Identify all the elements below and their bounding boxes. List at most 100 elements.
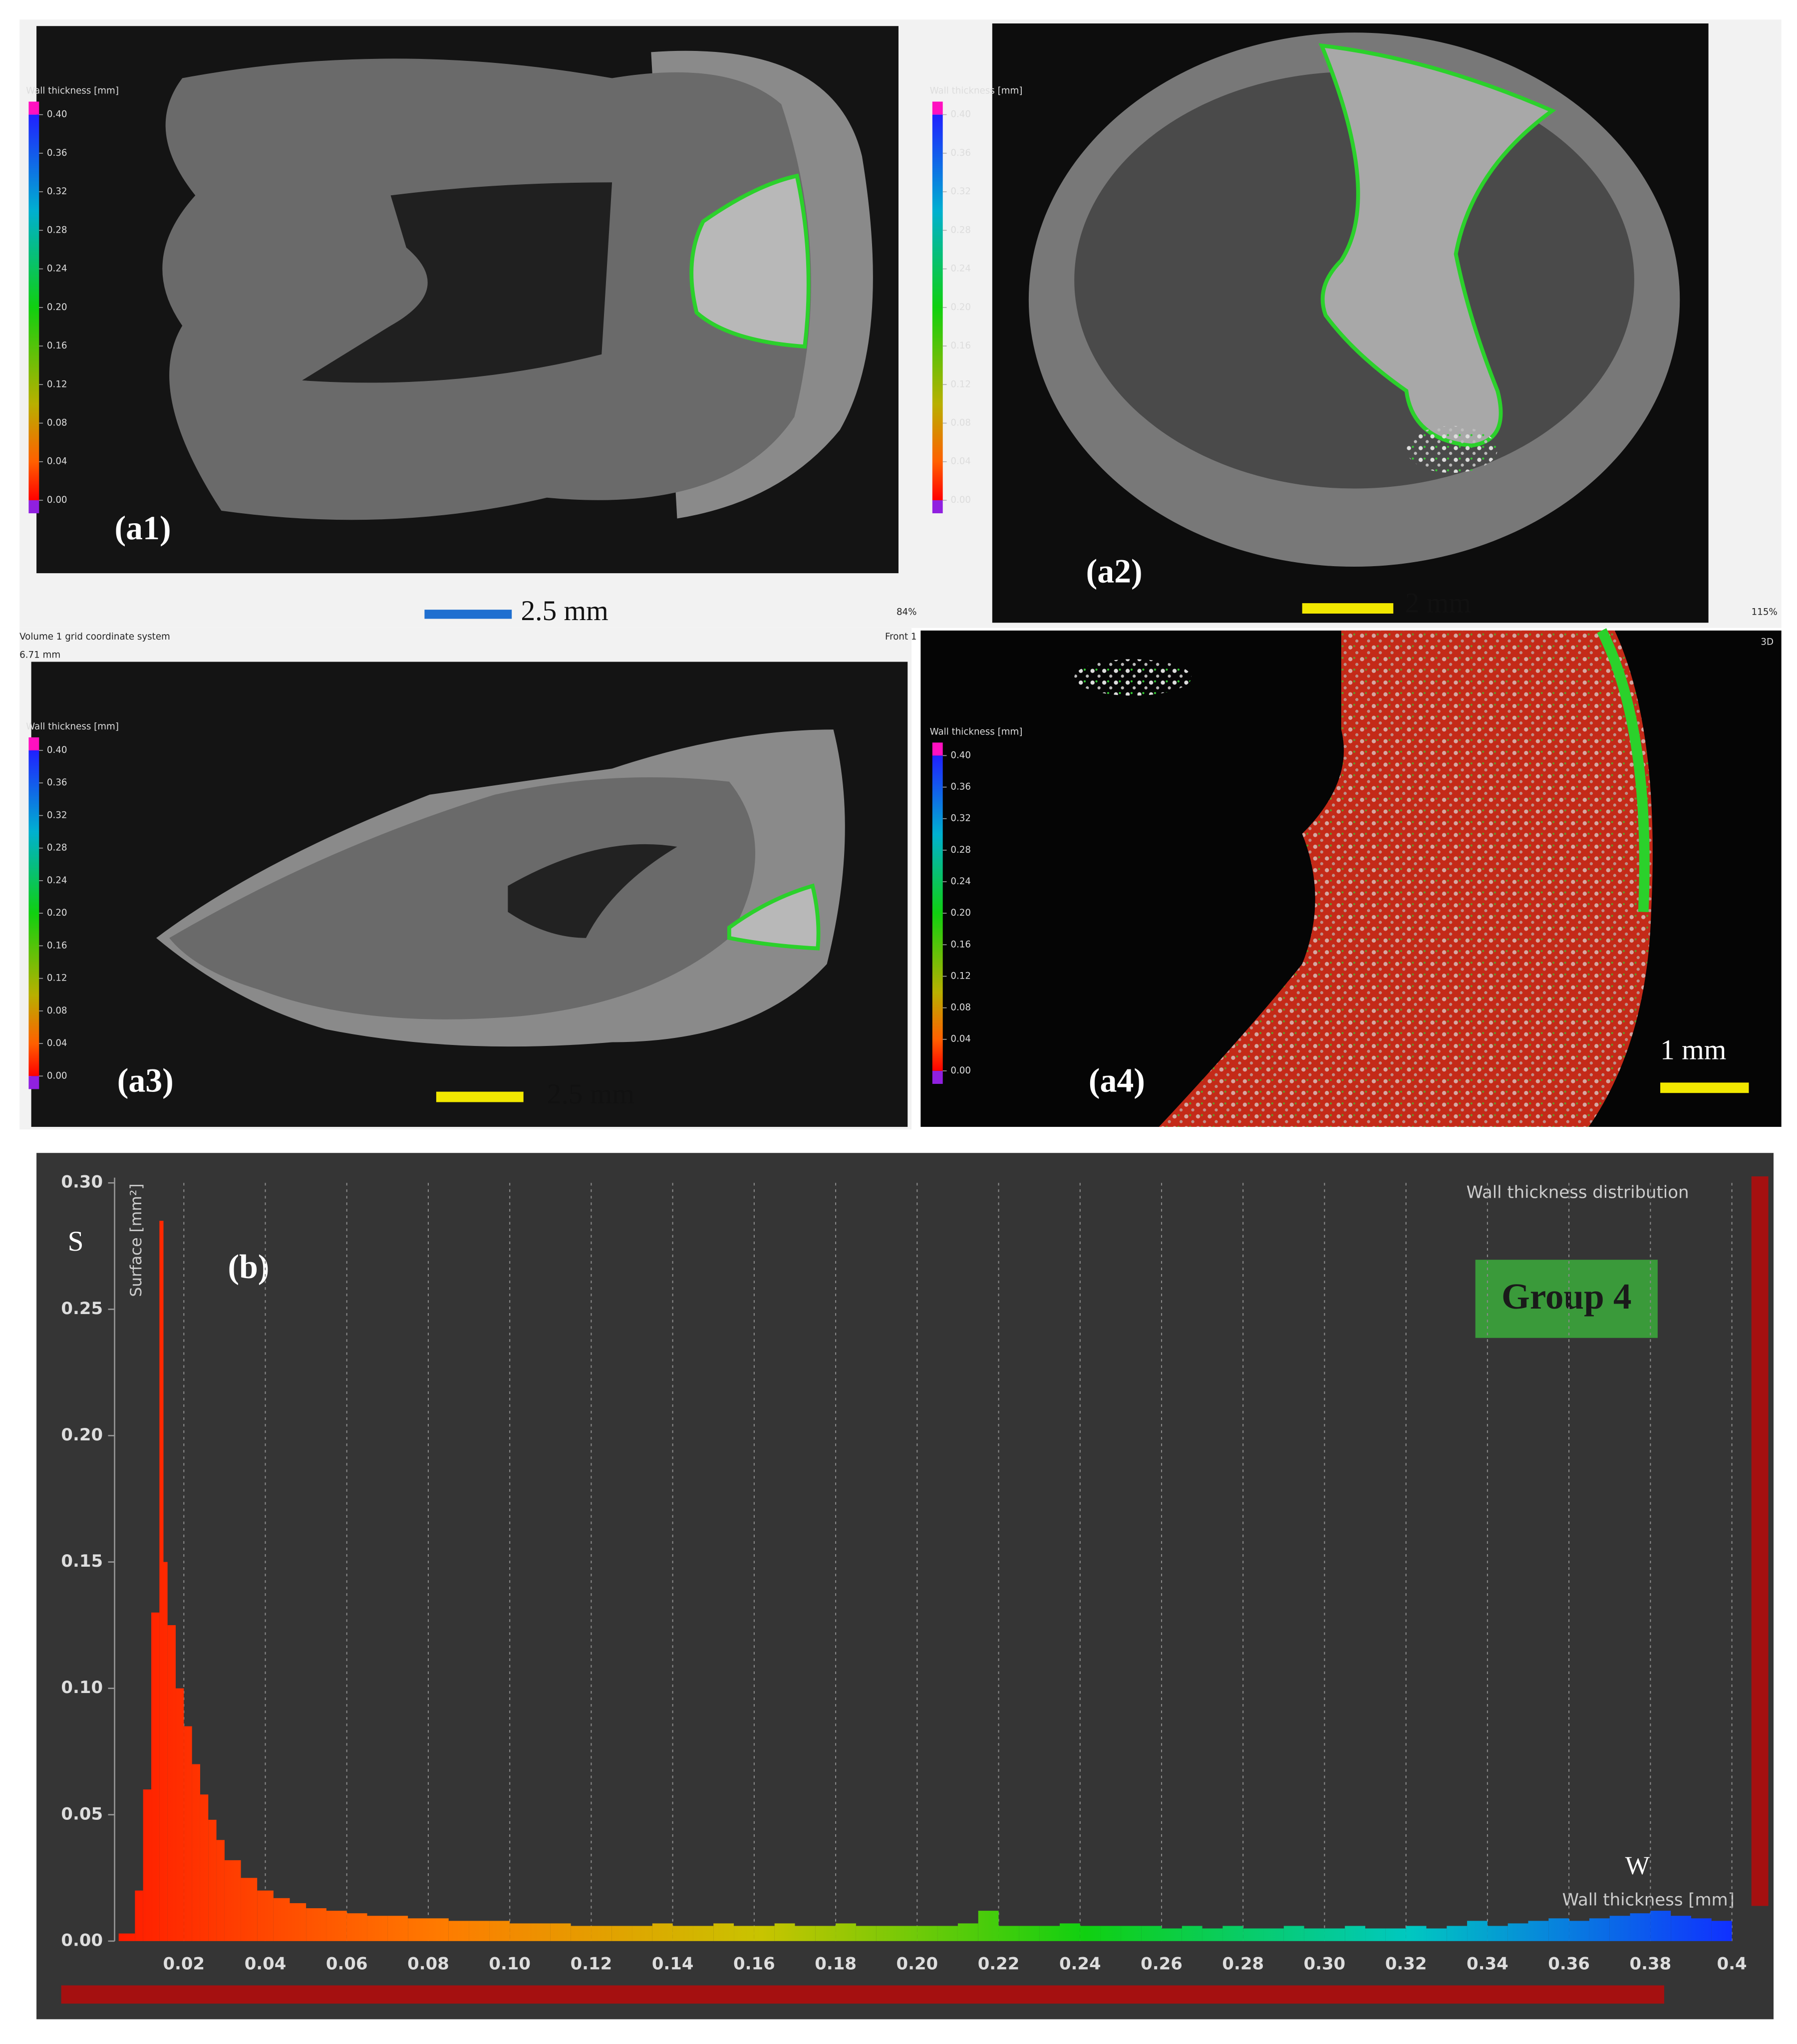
- bar: [290, 1903, 306, 1941]
- x-tick-label: 0.22: [978, 1954, 1020, 1973]
- x-tick-label: 0.12: [571, 1954, 612, 1973]
- bar: [998, 1926, 1019, 1941]
- fragment: [1074, 659, 1192, 696]
- bar: [135, 1890, 143, 1941]
- y-tick-label: 0.10: [61, 1678, 103, 1697]
- colorbar-tick-label: 0.20: [950, 302, 971, 313]
- bar: [208, 1819, 217, 1941]
- colorbar-tick-label: 0.04: [950, 456, 971, 467]
- bar: [143, 1789, 152, 1941]
- colorbar-cap: [28, 101, 39, 115]
- bar: [876, 1926, 897, 1941]
- bar: [815, 1926, 836, 1941]
- colorbar-tick-label: 0.32: [950, 813, 971, 824]
- colorbar-tick-label: 0.24: [950, 876, 971, 887]
- bar: [224, 1860, 241, 1941]
- bar: [1528, 1921, 1549, 1941]
- bar: [937, 1926, 958, 1941]
- surface-texture: [1159, 630, 1653, 1127]
- bar: [1365, 1928, 1386, 1941]
- bar: [326, 1911, 347, 1941]
- bar: [1691, 1918, 1712, 1941]
- view-label: 3D: [1761, 637, 1774, 647]
- scale-label: 1 mm: [1660, 1034, 1726, 1065]
- edge: [1597, 628, 1650, 912]
- bar: [448, 1921, 469, 1941]
- bar: [184, 1726, 192, 1941]
- bar: [489, 1921, 510, 1941]
- bar: [1589, 1918, 1610, 1941]
- scale-bar: [436, 1091, 524, 1102]
- bar: [1161, 1928, 1182, 1941]
- panel-label: (a1): [115, 509, 171, 547]
- bar: [1019, 1926, 1040, 1941]
- bar: [1182, 1926, 1202, 1941]
- bar: [408, 1918, 428, 1941]
- bar: [1487, 1926, 1508, 1941]
- x-tick-label: 0.20: [896, 1954, 938, 1973]
- x-tick-label: 0.34: [1467, 1954, 1508, 1973]
- scale-label: 2.5 mm: [547, 1078, 634, 1110]
- restoration: [689, 173, 811, 349]
- pulp: [508, 844, 677, 938]
- colorbar-tick-label: 0.04: [950, 1034, 971, 1044]
- scale-bar: [1660, 1082, 1749, 1093]
- bar: [1711, 1921, 1732, 1941]
- colorbar-tick-label: 0.24: [47, 875, 67, 886]
- x-tick-label: 0.06: [326, 1954, 368, 1973]
- bar: [571, 1926, 592, 1941]
- bar: [273, 1898, 290, 1941]
- x-tick-label: 0.30: [1304, 1954, 1346, 1973]
- colorbar-tick-label: 0.20: [47, 908, 67, 918]
- colorbar-title: Wall thickness [mm]: [26, 721, 119, 732]
- bar: [151, 1612, 160, 1941]
- colorbar-tick-label: 0.08: [950, 1003, 971, 1013]
- colorbar-tick-label: 0.12: [950, 379, 971, 389]
- colorbar-title: Wall thickness [mm]: [930, 86, 1023, 96]
- bar: [1202, 1928, 1223, 1941]
- colorbar-cap: [932, 500, 943, 514]
- colorbar-cap: [28, 500, 39, 514]
- colorbar-tick-label: 0.04: [47, 456, 67, 467]
- colorbar-tick-label: 0.16: [47, 341, 67, 351]
- bar: [159, 1221, 164, 1941]
- bar: [192, 1764, 200, 1941]
- bar: [693, 1926, 714, 1941]
- colorbar-tick-label: 0.40: [47, 109, 67, 120]
- bar: [754, 1926, 775, 1941]
- colorbar-tick-label: 0.00: [950, 1065, 971, 1076]
- bar: [163, 1562, 168, 1941]
- colorbar: [932, 755, 943, 1071]
- panel-label: (a2): [1086, 552, 1143, 590]
- bar: [346, 1913, 367, 1941]
- bar: [591, 1926, 612, 1941]
- length-label: 6.71 mm: [19, 650, 60, 660]
- bar: [1385, 1928, 1406, 1941]
- y-axis-label: Surface [mm²]: [127, 1183, 145, 1297]
- y-tick-label: 0.05: [61, 1804, 103, 1823]
- bar: [167, 1625, 176, 1941]
- colorbar-tick-label: 0.24: [47, 264, 67, 274]
- group-label: Group 4: [1501, 1276, 1631, 1317]
- colorbar-cap: [28, 1076, 39, 1089]
- colorbar-tick-label: 0.40: [950, 109, 971, 120]
- colorbar-tick-label: 0.40: [47, 745, 67, 755]
- bar: [713, 1923, 734, 1941]
- bar: [672, 1926, 693, 1941]
- bar: [1263, 1928, 1284, 1941]
- porosity: [1406, 426, 1498, 473]
- restoration: [727, 883, 821, 951]
- colorbar-tick-label: 0.00: [47, 495, 67, 505]
- bar: [1059, 1923, 1080, 1941]
- bar: [795, 1926, 816, 1941]
- bar: [550, 1923, 571, 1941]
- x-tick-label: 0.04: [245, 1954, 287, 1973]
- bar: [1304, 1928, 1325, 1941]
- x-tick-label: 0.32: [1385, 1954, 1427, 1973]
- bar: [1671, 1916, 1691, 1941]
- scrollbar[interactable]: [61, 1985, 1664, 2004]
- bar: [1345, 1926, 1366, 1941]
- scrollbar[interactable]: [1751, 1176, 1769, 1906]
- panel-label: (a3): [117, 1061, 174, 1099]
- scale-label: 2.5 mm: [521, 595, 608, 627]
